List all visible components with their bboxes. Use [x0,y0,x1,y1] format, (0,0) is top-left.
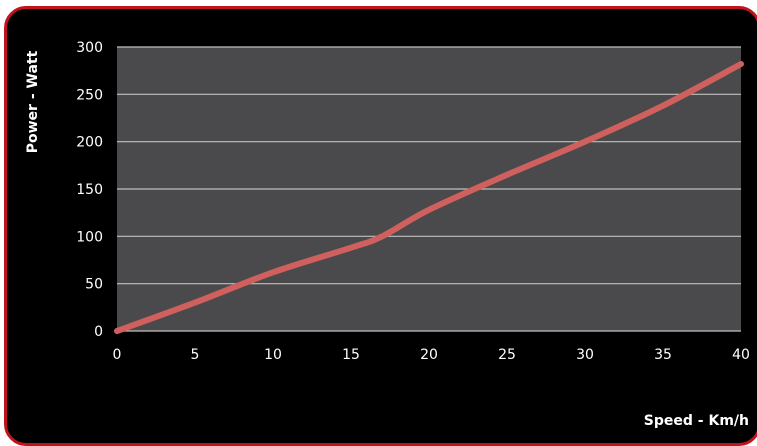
x-axis-title: Speed - Km/h [644,413,749,429]
y-tick-label: 100 [76,229,103,245]
x-tick-label: 20 [420,347,438,363]
x-tick-label: 25 [498,347,516,363]
y-tick-labels: 0 50 100 150 200 250 300 [76,40,103,340]
series-line [114,61,744,334]
y-tick-label: 300 [76,40,103,56]
x-tick-label: 30 [576,347,594,363]
x-tick-label: 35 [654,347,672,363]
y-tick-label: 50 [85,277,103,293]
y-tick-label: 0 [94,324,103,340]
y-tick-label: 200 [76,135,103,151]
x-tick-label: 5 [191,347,200,363]
y-axis-title: Power - Watt [25,50,41,153]
series-layer [114,61,744,334]
x-tick-label: 15 [342,347,360,363]
chart-frame: 0 50 100 150 200 250 300 0 5 10 15 20 25 30 35 40 Powe… [4,6,757,446]
y-tick-label: 250 [76,87,103,103]
y-tick-label: 150 [76,182,103,198]
x-tick-label: 10 [264,347,282,363]
gridlines [117,46,741,332]
x-tick-label: 40 [732,347,750,363]
line-chart: 0 50 100 150 200 250 300 0 5 10 15 20 25 30 35 40 Powe… [25,40,750,429]
x-tick-label: 0 [113,347,122,363]
x-tick-labels: 0 5 10 15 20 25 30 35 40 [113,347,750,363]
